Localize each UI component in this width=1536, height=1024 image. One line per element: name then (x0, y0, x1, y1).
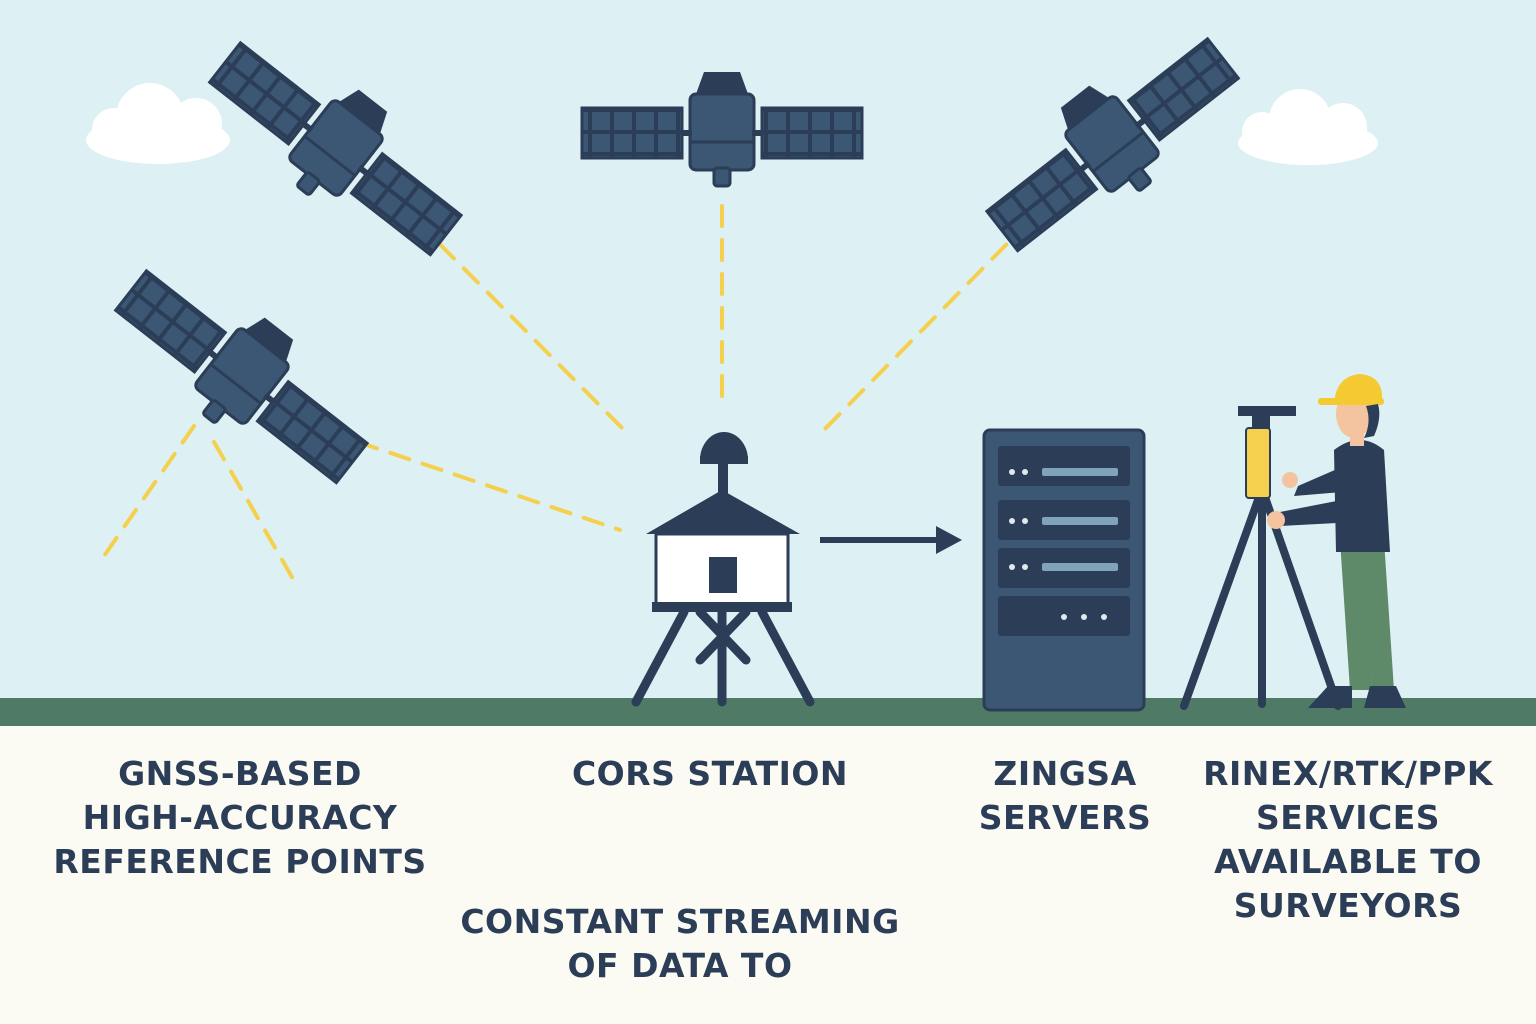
label-constant-streaming: CONSTANT STREAMING OF DATA TO (420, 900, 940, 988)
surveyor-icon (1267, 374, 1406, 708)
cloud-icon (1238, 89, 1378, 165)
label-line: CORS STATION (571, 754, 849, 793)
label-line: AVAILABLE TO (1214, 842, 1482, 881)
label-cors-station: CORS STATION (520, 752, 900, 796)
label-line: OF DATA TO (567, 946, 793, 985)
label-gnss-reference-points: GNSS-BASED HIGH-ACCURACY REFERENCE POINT… (30, 752, 450, 884)
label-zingsa-servers: ZINGSA SERVERS (960, 752, 1170, 840)
label-line: CONSTANT STREAMING (460, 902, 900, 941)
label-line: SURVEYORS (1233, 886, 1463, 925)
label-line: SERVERS (978, 798, 1152, 837)
label-line: ZINGSA (993, 754, 1137, 793)
label-line: RINEX/RTK/PPK (1203, 754, 1493, 793)
cors-station-icon (631, 432, 815, 707)
label-rinex-rtk-ppk-services: RINEX/RTK/PPK SERVICES AVAILABLE TO SURV… (1190, 752, 1506, 928)
server-rack-icon (982, 428, 1146, 712)
label-line: REFERENCE POINTS (53, 842, 427, 881)
label-line: HIGH-ACCURACY (82, 798, 398, 837)
tripod-icon (1180, 406, 1342, 710)
ground-strip (0, 698, 1536, 726)
label-line: GNSS-BASED (118, 754, 362, 793)
label-line: SERVICES (1255, 798, 1441, 837)
cloud-icon (86, 83, 230, 164)
arrow-right-icon (820, 526, 962, 554)
ground (0, 726, 1536, 1024)
